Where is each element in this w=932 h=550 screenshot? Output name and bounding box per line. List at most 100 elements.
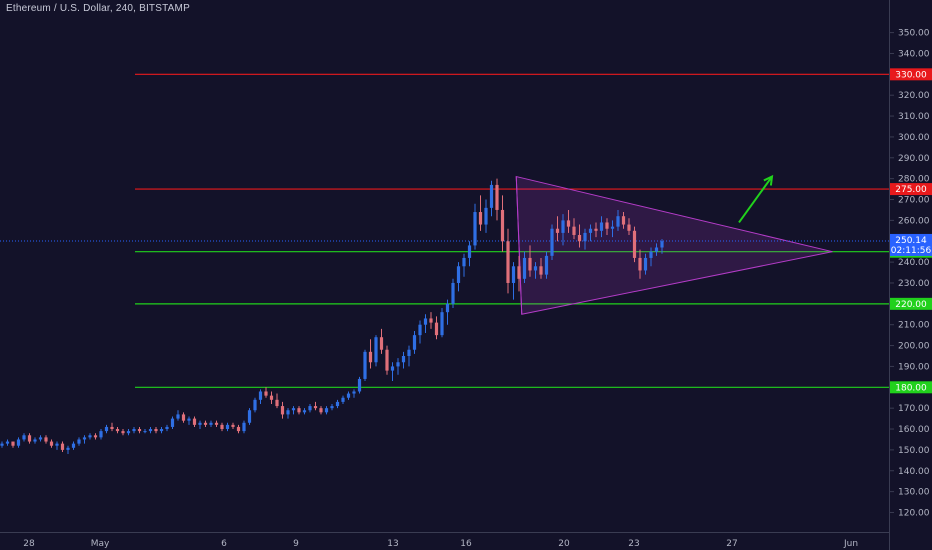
candle-up[interactable] xyxy=(33,439,37,442)
candle-up[interactable] xyxy=(473,212,477,246)
candle-down[interactable] xyxy=(27,435,32,442)
candle-up[interactable] xyxy=(407,349,411,356)
candle-up[interactable] xyxy=(291,408,296,411)
candle-down[interactable] xyxy=(627,224,631,231)
candle-up[interactable] xyxy=(187,418,191,421)
candle-up[interactable] xyxy=(5,441,10,444)
candle-up[interactable] xyxy=(324,408,329,413)
candle-down[interactable] xyxy=(500,209,505,242)
candle-up[interactable] xyxy=(363,351,367,379)
candle-down[interactable] xyxy=(517,266,521,279)
candle-up[interactable] xyxy=(412,335,417,350)
candle-up[interactable] xyxy=(104,426,109,432)
candle-down[interactable] xyxy=(429,318,433,323)
candle-up[interactable] xyxy=(484,207,488,225)
candle-down[interactable] xyxy=(231,424,235,427)
candle-up[interactable] xyxy=(462,257,466,267)
candle-up[interactable] xyxy=(451,282,455,304)
candle-down[interactable] xyxy=(539,266,543,275)
candle-up[interactable] xyxy=(456,266,461,283)
candle-up[interactable] xyxy=(22,435,26,440)
candle-up[interactable] xyxy=(330,406,334,409)
candle-down[interactable] xyxy=(236,426,241,432)
candle-up[interactable] xyxy=(390,366,395,371)
candle-up[interactable] xyxy=(0,443,4,446)
candle-up[interactable] xyxy=(143,431,147,433)
candle-down[interactable] xyxy=(368,351,373,363)
candle-up[interactable] xyxy=(170,418,175,427)
candle-up[interactable] xyxy=(643,257,648,271)
candle-down[interactable] xyxy=(572,226,576,235)
candle-down[interactable] xyxy=(137,429,142,432)
candle-up[interactable] xyxy=(440,312,444,336)
candle-down[interactable] xyxy=(577,234,582,242)
candle-up[interactable] xyxy=(286,410,290,415)
candle-down[interactable] xyxy=(181,414,186,421)
candle-down[interactable] xyxy=(115,429,120,432)
candle-up[interactable] xyxy=(418,324,422,336)
candle-up[interactable] xyxy=(654,247,659,252)
candle-down[interactable] xyxy=(638,257,642,271)
candle-up[interactable] xyxy=(335,401,340,407)
candle-up[interactable] xyxy=(38,437,43,440)
candle-up[interactable] xyxy=(82,437,87,440)
candle-up[interactable] xyxy=(346,393,351,398)
candle-up[interactable] xyxy=(616,216,620,227)
candle-up[interactable] xyxy=(242,422,246,432)
candle-down[interactable] xyxy=(605,222,609,229)
candle-up[interactable] xyxy=(225,424,230,430)
candle-up[interactable] xyxy=(352,391,356,394)
candle-up[interactable] xyxy=(522,257,527,279)
candle-down[interactable] xyxy=(121,431,125,434)
candle-down[interactable] xyxy=(49,441,54,446)
candle-up[interactable] xyxy=(77,439,81,444)
candle-up[interactable] xyxy=(247,410,252,423)
candle-down[interactable] xyxy=(275,399,279,407)
candle-up[interactable] xyxy=(544,255,549,275)
candle-down[interactable] xyxy=(11,441,15,446)
candle-up[interactable] xyxy=(308,406,312,411)
candle-down[interactable] xyxy=(154,429,158,432)
candle-up[interactable] xyxy=(660,241,664,248)
candle-up[interactable] xyxy=(253,399,257,411)
candle-up[interactable] xyxy=(66,447,70,450)
candle-down[interactable] xyxy=(478,212,483,225)
candle-up[interactable] xyxy=(176,414,180,419)
candle-down[interactable] xyxy=(385,349,389,371)
candle-up[interactable] xyxy=(588,228,593,233)
candle-up[interactable] xyxy=(16,439,21,446)
candle-up[interactable] xyxy=(71,443,76,448)
candle-down[interactable] xyxy=(632,230,637,258)
candle-up[interactable] xyxy=(357,378,362,392)
candle-up[interactable] xyxy=(374,337,378,363)
candle-up[interactable] xyxy=(401,356,406,363)
candle-up[interactable] xyxy=(550,228,554,256)
candle-down[interactable] xyxy=(297,408,301,413)
candle-up[interactable] xyxy=(258,391,263,400)
candle-up[interactable] xyxy=(467,245,472,258)
candle-down[interactable] xyxy=(192,418,197,425)
candle-down[interactable] xyxy=(566,220,571,227)
candle-down[interactable] xyxy=(203,422,208,425)
candle-up[interactable] xyxy=(649,251,653,258)
candle-down[interactable] xyxy=(44,437,48,442)
candle-up[interactable] xyxy=(396,362,400,367)
candle-up[interactable] xyxy=(302,410,307,413)
candle-up[interactable] xyxy=(99,431,103,438)
candle-down[interactable] xyxy=(110,426,114,430)
candle-down[interactable] xyxy=(528,257,532,271)
candle-down[interactable] xyxy=(621,216,626,225)
candle-up[interactable] xyxy=(610,226,615,229)
candle-up[interactable] xyxy=(341,397,345,402)
bullish-arrow-shaft[interactable] xyxy=(738,175,773,224)
candle-up[interactable] xyxy=(561,220,565,233)
time-axis[interactable]: 28 May 6 9 13 16 20 23 27 Jun xyxy=(0,532,889,550)
candle-up[interactable] xyxy=(599,222,604,231)
candle-up[interactable] xyxy=(88,435,92,438)
candle-down[interactable] xyxy=(555,228,560,233)
candle-down[interactable] xyxy=(220,424,224,430)
candle-up[interactable] xyxy=(533,266,538,271)
candle-up[interactable] xyxy=(126,431,131,434)
candle-down[interactable] xyxy=(379,337,384,350)
